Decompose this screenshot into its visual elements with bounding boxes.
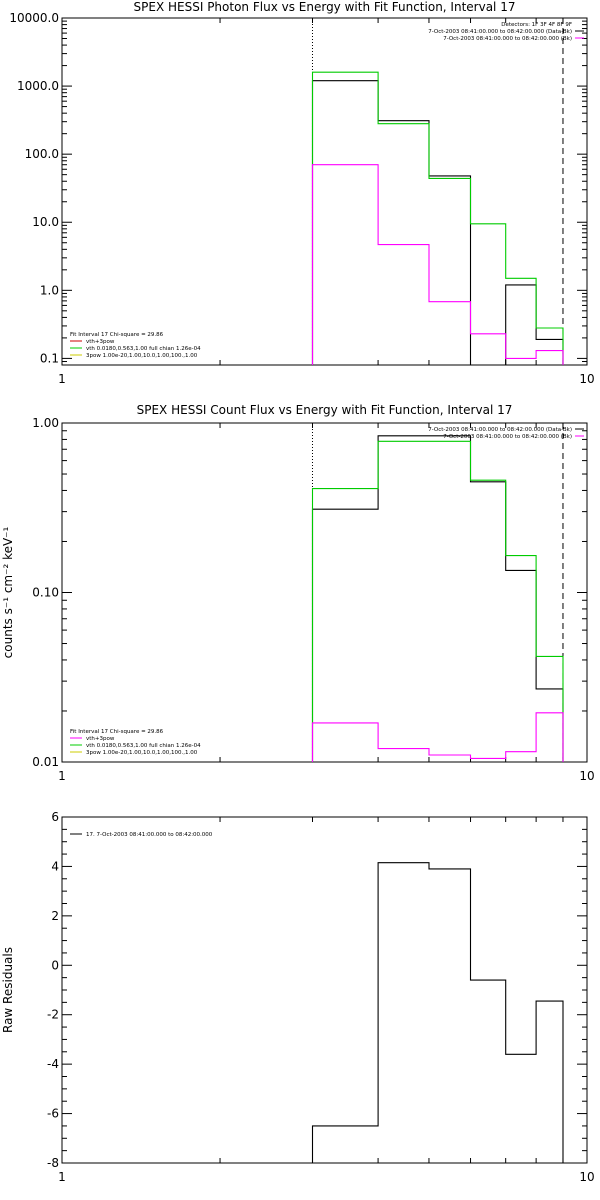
- chart-panel-3: Raw Residuals 1 10 -8 -6 -4 -2 0 2 4 6 17. 7-Oct-20…: [1, 810, 595, 1184]
- info-line-2: 7-Oct-2003 08:41:00.000 to 08:42:00.000 …: [428, 29, 572, 35]
- chart-title: SPEX HESSI Photon Flux vs Energy with Fi…: [134, 0, 516, 14]
- fit-legend-label: 3pow 1.00e-20,1.00,10.0,1.00,100.,1.00: [86, 353, 198, 359]
- y-tick-label: 2: [51, 909, 59, 923]
- y-axis-label: Raw Residuals: [1, 947, 15, 1033]
- info-line-1: Detectors: 1F 3F 4F 8F 9F: [501, 22, 572, 28]
- series-1-histogram: [311, 80, 564, 366]
- x-tick-label: 10: [579, 1170, 594, 1184]
- info-line-2: 7-Oct-2003 08:41:00.000 to 08:42:00.000 …: [443, 434, 572, 440]
- y-tick-label: 6: [51, 810, 59, 824]
- series-2-histogram: [311, 71, 564, 365]
- x-tick-label: 1: [58, 372, 66, 386]
- y-tick-label: -6: [47, 1107, 59, 1121]
- series-2-histogram: [311, 440, 564, 762]
- fit-legend-header: Fit Interval 17 Chi-square = 29.86: [70, 332, 164, 338]
- fit-legend-label: vth+3pow: [86, 339, 115, 345]
- plot-frame: [61, 422, 588, 763]
- y-tick-label: -2: [47, 1008, 59, 1022]
- y-tick-label: 100.0: [25, 147, 59, 161]
- chart-title: SPEX HESSI Count Flux vs Energy with Fit…: [137, 403, 513, 417]
- series-1-histogram: [311, 435, 564, 762]
- fit-legend-header: Fit Interval 17 Chi-square = 29.86: [70, 729, 164, 735]
- x-tick-label: 10: [579, 769, 594, 783]
- y-tick-label: 0.01: [32, 755, 59, 769]
- y-tick-label: 1000.0: [17, 79, 59, 93]
- x-tick-label: 1: [58, 769, 66, 783]
- y-tick-label: -4: [47, 1057, 59, 1071]
- y-tick-label: 1.0: [40, 283, 59, 297]
- y-axis-label: counts s⁻¹ cm⁻² keV⁻¹: [1, 526, 15, 658]
- fit-legend-label: 3pow 1.00e-20,1.00,10.0,1.00,100.,1.00: [86, 750, 198, 756]
- y-tick-label: 0: [51, 958, 59, 972]
- fit-legend-label: 17. 7-Oct-2003 08:41:00.000 to 08:42:00.…: [86, 832, 213, 838]
- y-tick-label: 10000.0: [9, 11, 59, 25]
- series-3-histogram: [311, 712, 564, 762]
- fit-legend-label: vth 0.0180,0.563,1.00 full chian 1.26e-0…: [86, 743, 201, 749]
- y-tick-label: 4: [51, 859, 59, 873]
- plot-frame: [61, 17, 588, 366]
- fit-legend-label: vth 0.0180,0.563,1.00 full chian 1.26e-0…: [86, 346, 201, 352]
- x-tick-label: 1: [58, 1170, 66, 1184]
- fit-legend-label: vth+3pow: [86, 736, 115, 742]
- info-line-3: 7-Oct-2003 08:41:00.000 to 08:42:00.000 …: [443, 36, 572, 42]
- chart-panel-1: SPEX HESSI Photon Flux vs Energy with Fi…: [9, 0, 594, 386]
- plot-frame: [61, 816, 588, 1164]
- y-tick-label: 0.10: [32, 586, 59, 600]
- x-tick-label: 10: [579, 372, 594, 386]
- y-tick-label: 1.00: [32, 416, 59, 430]
- y-tick-label: 0.1: [40, 351, 59, 365]
- y-tick-label: -8: [47, 1156, 59, 1170]
- series-1-histogram: [311, 862, 564, 1163]
- info-line-1: 7-Oct-2003 08:41:00.000 to 08:42:00.000 …: [428, 427, 572, 433]
- series-3-histogram: [311, 164, 564, 365]
- chart-panel-2: SPEX HESSI Count Flux vs Energy with Fit…: [1, 403, 595, 783]
- y-tick-label: 10.0: [32, 215, 59, 229]
